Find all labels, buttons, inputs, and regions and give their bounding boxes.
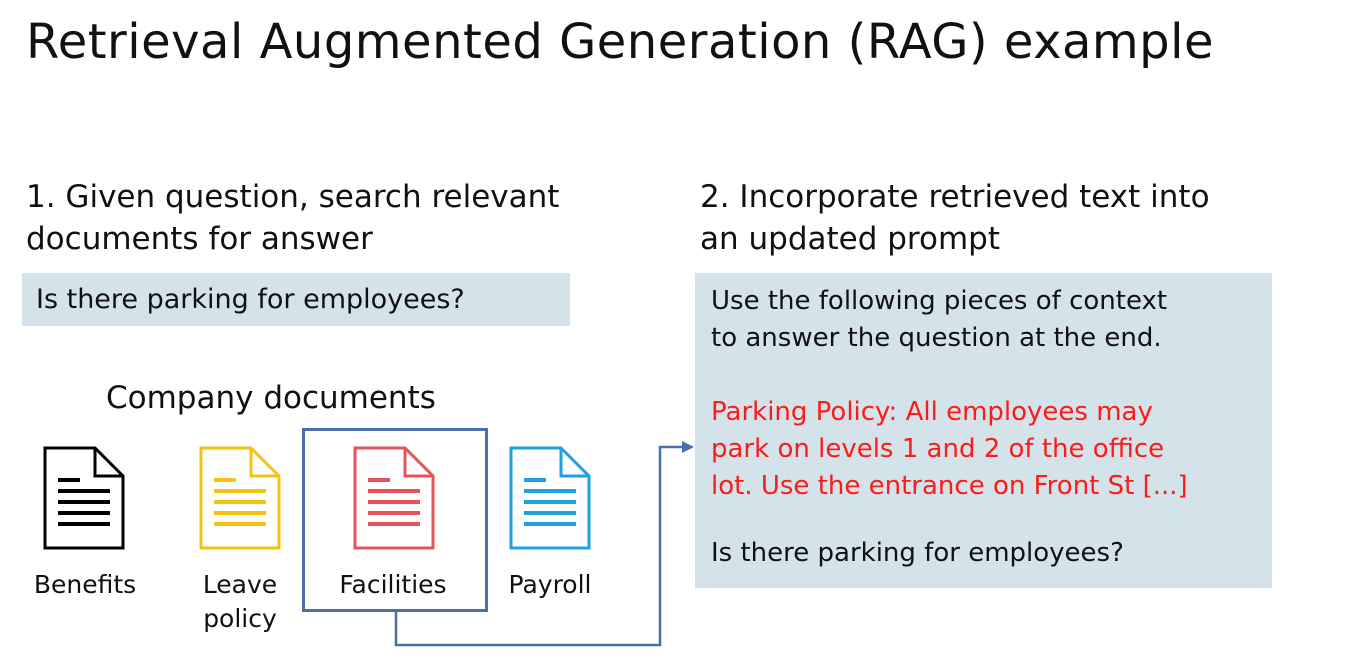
slide-title: Retrieval Augmented Generation (RAG) exa… <box>26 14 1215 70</box>
step1-heading: 1. Given question, search relevant docum… <box>26 176 646 260</box>
facilities-document-icon <box>353 446 435 550</box>
step2-heading-line1: 2. Incorporate retrieved text into <box>700 179 1210 215</box>
facilities-label: Facilities <box>318 568 468 602</box>
payroll-label-line1: Payroll <box>508 570 592 599</box>
prompt-question: Is there parking for employees? <box>711 538 1124 568</box>
step1-heading-line2: documents for answer <box>26 221 373 257</box>
benefits-document-icon <box>43 446 125 550</box>
prompt-instruction-line1: Use the following pieces of context <box>711 286 1168 316</box>
payroll-label: Payroll <box>494 568 606 602</box>
payroll-document-icon <box>509 446 591 550</box>
prompt-instruction-line2: to answer the question at the end. <box>711 323 1162 353</box>
leave-policy-label-line2: policy <box>203 604 277 633</box>
benefits-label-line1: Benefits <box>33 570 137 599</box>
leave-policy-label: Leave policy <box>180 568 300 636</box>
leave-policy-label-line1: Leave <box>202 570 278 599</box>
company-documents-label: Company documents <box>106 380 436 416</box>
selected-document-highlight <box>302 428 488 612</box>
step2-heading-line2: an updated prompt <box>700 221 1000 257</box>
leave-policy-document-icon <box>199 446 281 550</box>
retrieved-context: Parking Policy: All employees may park o… <box>711 397 1188 501</box>
step2-heading: 2. Incorporate retrieved text into an up… <box>700 176 1320 260</box>
updated-prompt-box: Use the following pieces of context to a… <box>695 273 1272 588</box>
benefits-label: Benefits <box>24 568 146 602</box>
question-box: Is there parking for employees? <box>22 273 570 326</box>
facilities-label-line1: Facilities <box>339 570 447 599</box>
step1-heading-line1: 1. Given question, search relevant <box>26 179 560 215</box>
